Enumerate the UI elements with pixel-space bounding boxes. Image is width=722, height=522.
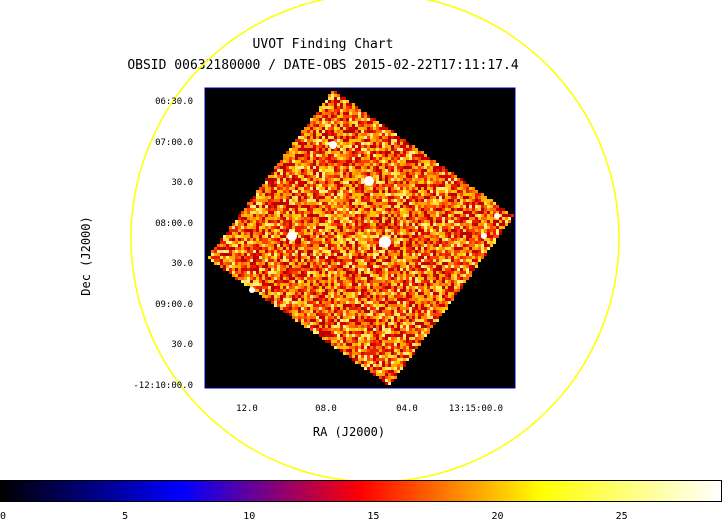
colorbar-tick-label: 15 [367,511,379,522]
colorbar-tick-label: 25 [616,511,628,522]
bright-source [494,213,500,219]
y-tick-label: 30.0 [171,340,193,350]
bright-source [379,236,391,248]
x-tick-labels: 12.0 08.0 04.0 13:15:00.0 [236,404,503,414]
bright-source [249,287,255,293]
colorbar [0,480,722,502]
y-tick-label: 09:00.0 [155,300,193,310]
y-tick-label: 07:00.0 [155,138,193,148]
x-axis-label: RA (J2000) [313,425,385,439]
x-tick-label: 13:15:00.0 [449,404,503,414]
y-tick-label: 30.0 [171,178,193,188]
colorbar-tick-label: 10 [243,511,255,522]
finding-chart: 06:30.0 07:00.0 30.0 08:00.0 30.0 09:00.0 30.0… [0,0,722,480]
y-axis-label: Dec (J2000) [79,216,93,295]
x-tick-label: 12.0 [236,404,258,414]
colorbar-tick-label: 20 [492,511,504,522]
bright-source [364,176,374,186]
x-tick-label: 04.0 [396,404,418,414]
bright-source [481,233,487,239]
colorbar-tick-label: 5 [122,511,128,522]
colorbar-tick-label: 0 [0,511,6,522]
y-tick-labels: 06:30.0 07:00.0 30.0 08:00.0 30.0 09:00.0 30.0… [133,97,193,391]
y-tick-label: -12:10:00.0 [133,381,193,391]
bright-source [287,231,297,241]
y-tick-label: 08:00.0 [155,219,193,229]
bright-source [329,141,337,149]
y-tick-label: 06:30.0 [155,97,193,107]
x-tick-label: 08.0 [315,404,337,414]
y-tick-label: 30.0 [171,259,193,269]
